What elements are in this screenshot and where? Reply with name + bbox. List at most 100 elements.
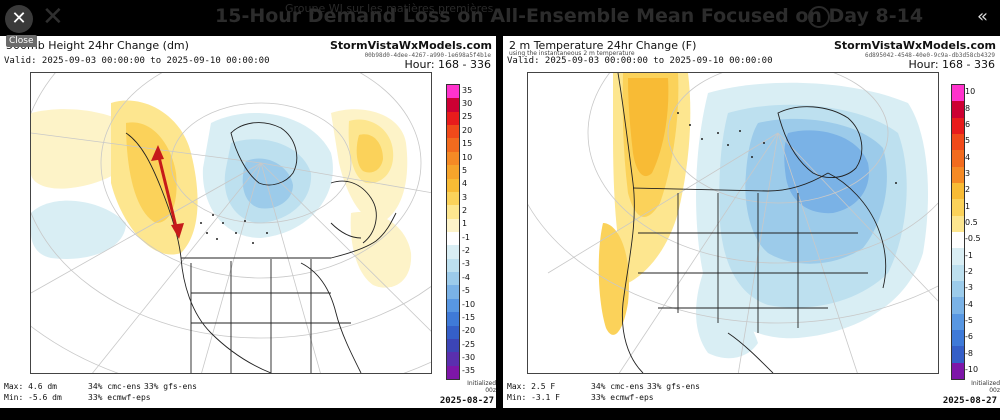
temperature-change-map-graphic xyxy=(528,73,938,373)
colorbar-cell xyxy=(952,183,964,200)
close-icon: ✕ xyxy=(11,8,27,29)
colorbar-label: 15 xyxy=(462,139,473,149)
colorbar-cell xyxy=(952,264,964,282)
colorbar-cell xyxy=(952,297,964,315)
colorbar-label: -1 xyxy=(462,232,470,242)
colorbar-cell xyxy=(952,85,964,102)
close-tooltip: Close xyxy=(6,35,37,47)
ensemble-weight-cmc: 34% cmc-ens xyxy=(88,382,141,391)
colorbar-cell xyxy=(447,365,459,380)
colorbar-label: 5 xyxy=(462,165,468,175)
background-circle-icon xyxy=(808,6,830,28)
collapse-button[interactable]: « xyxy=(977,6,988,27)
colorbar-label: -1 xyxy=(965,250,973,260)
colorbar-label: 3 xyxy=(965,168,971,178)
height-change-map-graphic xyxy=(31,73,431,373)
close-button[interactable]: ✕ xyxy=(5,5,33,33)
colorbar-cell xyxy=(952,232,964,249)
min-value: Min: -5.6 dm xyxy=(4,393,62,402)
colorbar-cell xyxy=(447,312,459,327)
init-label: Initialized 00z xyxy=(971,380,1000,394)
colorbar-cell xyxy=(952,215,964,233)
colorbar-label: -4 xyxy=(462,272,470,282)
colorbar-label: 8 xyxy=(965,103,971,113)
colorbar-label: -15 xyxy=(462,312,476,322)
max-value: Max: 2.5 F xyxy=(507,382,556,391)
colorbar-label: -5 xyxy=(965,315,973,325)
brand-label: StormVistaWxModels.com xyxy=(833,39,996,52)
colorbar-cell xyxy=(447,205,459,220)
colorbar-cell xyxy=(447,218,459,233)
colorbar-label: 25 xyxy=(462,112,473,122)
colorbar-label: 30 xyxy=(462,99,473,109)
map-note: using the instantaneous 2 m temperature xyxy=(509,50,635,57)
colorbar-cell xyxy=(447,151,459,166)
colorbar-cell xyxy=(447,85,459,99)
ensemble-weight-cmc: 34% cmc-ens xyxy=(591,382,644,391)
height-colorbar-labels: 35 30 25 20 15 10 5 4 3 2 1 -1 -2 -3 -4 -5 -10 -15 -20 -25 -… xyxy=(462,84,496,380)
colorbar-label: 10 xyxy=(462,152,473,162)
background-subtitle: Groupe WI sur les matières premières xyxy=(285,2,494,15)
init-date: 2025-08-27 xyxy=(439,396,494,406)
hour-range: Hour: 168 - 336 xyxy=(404,58,491,71)
colorbar-cell xyxy=(952,362,964,380)
colorbar-cell xyxy=(447,232,459,246)
colorbar-cell xyxy=(952,313,964,331)
colorbar-label: -4 xyxy=(965,299,973,309)
colorbar-label: 2 xyxy=(462,205,468,215)
map-title: 500mb Height 24hr Change (dm) xyxy=(6,39,189,52)
map-id: 00b98d0-4dee-4267-a990-1e698a5f4b1e xyxy=(364,52,491,59)
colorbar-cell xyxy=(447,272,459,286)
colorbar-label: -6 xyxy=(965,332,973,342)
map-title: 2 m Temperature 24hr Change (F) xyxy=(509,39,697,52)
colorbar-cell xyxy=(952,134,964,151)
colorbar-label: 20 xyxy=(462,125,473,135)
colorbar-cell xyxy=(952,346,964,364)
ensemble-weight-gfs: 33% gfs-ens xyxy=(144,382,197,391)
background-page-title: 15-Hour Demand Loss on All-Ensemble Mean… xyxy=(215,5,924,27)
colorbar-cell xyxy=(447,258,459,273)
colorbar-cell xyxy=(447,325,459,340)
colorbar-label: -10 xyxy=(462,299,476,309)
temperature-change-map xyxy=(527,72,939,374)
colorbar-cell xyxy=(447,98,459,113)
max-value: Max: 4.6 dm xyxy=(4,382,57,391)
colorbar-cell xyxy=(447,138,459,153)
colorbar-cell xyxy=(447,191,459,206)
colorbar-label: 1 xyxy=(965,201,971,211)
map-footer: Max: 4.6 dm Min: -5.6 dm 34% cmc-ens 33%… xyxy=(4,380,494,408)
colorbar-label: -3 xyxy=(965,283,973,293)
colorbar-label: 6 xyxy=(965,119,971,129)
colorbar-label: -2 xyxy=(965,266,973,276)
ensemble-weight-gfs: 33% gfs-ens xyxy=(647,382,700,391)
colorbar-cell xyxy=(952,330,964,347)
colorbar-cell xyxy=(952,101,964,119)
colorbar-cell xyxy=(952,248,964,266)
colorbar-label: -3 xyxy=(462,259,470,269)
temperature-change-map-panel: 2 m Temperature 24hr Change (F) using th… xyxy=(503,36,1000,408)
height-change-map xyxy=(30,72,432,374)
colorbar-label: -25 xyxy=(462,339,476,349)
colorbar-label: -30 xyxy=(462,352,476,362)
double-chevron-left-icon: « xyxy=(976,6,988,27)
colorbar-label: 5 xyxy=(965,136,971,146)
colorbar-cell xyxy=(447,285,459,300)
colorbar-label: 4 xyxy=(462,179,468,189)
valid-period: Valid: 2025-09-03 00:00:00 to 2025-09-10… xyxy=(4,56,270,66)
colorbar-label: 2 xyxy=(965,185,971,195)
colorbar-cell xyxy=(952,117,964,135)
colorbar-cell xyxy=(447,111,459,126)
colorbar-label: -5 xyxy=(462,286,470,296)
map-footer: Max: 2.5 F Min: -3.1 F 34% cmc-ens 33% g… xyxy=(507,380,997,408)
brand-label: StormVistaWxModels.com xyxy=(329,39,492,52)
viewer-toolbar: ✕ ✕ Groupe WI sur les matières premières… xyxy=(0,0,1000,36)
colorbar-label: -2 xyxy=(462,246,470,256)
colorbar-cell xyxy=(447,298,459,313)
init-label: Initialized 00z xyxy=(467,380,496,394)
colorbar-cell xyxy=(447,338,459,353)
colorbar-label: -35 xyxy=(462,366,476,376)
colorbar-label: 10 xyxy=(965,87,976,97)
colorbar-cell xyxy=(447,245,459,260)
height-change-map-panel: 500mb Height 24hr Change (dm) Valid: 202… xyxy=(0,36,496,408)
colorbar-cell xyxy=(447,165,459,180)
